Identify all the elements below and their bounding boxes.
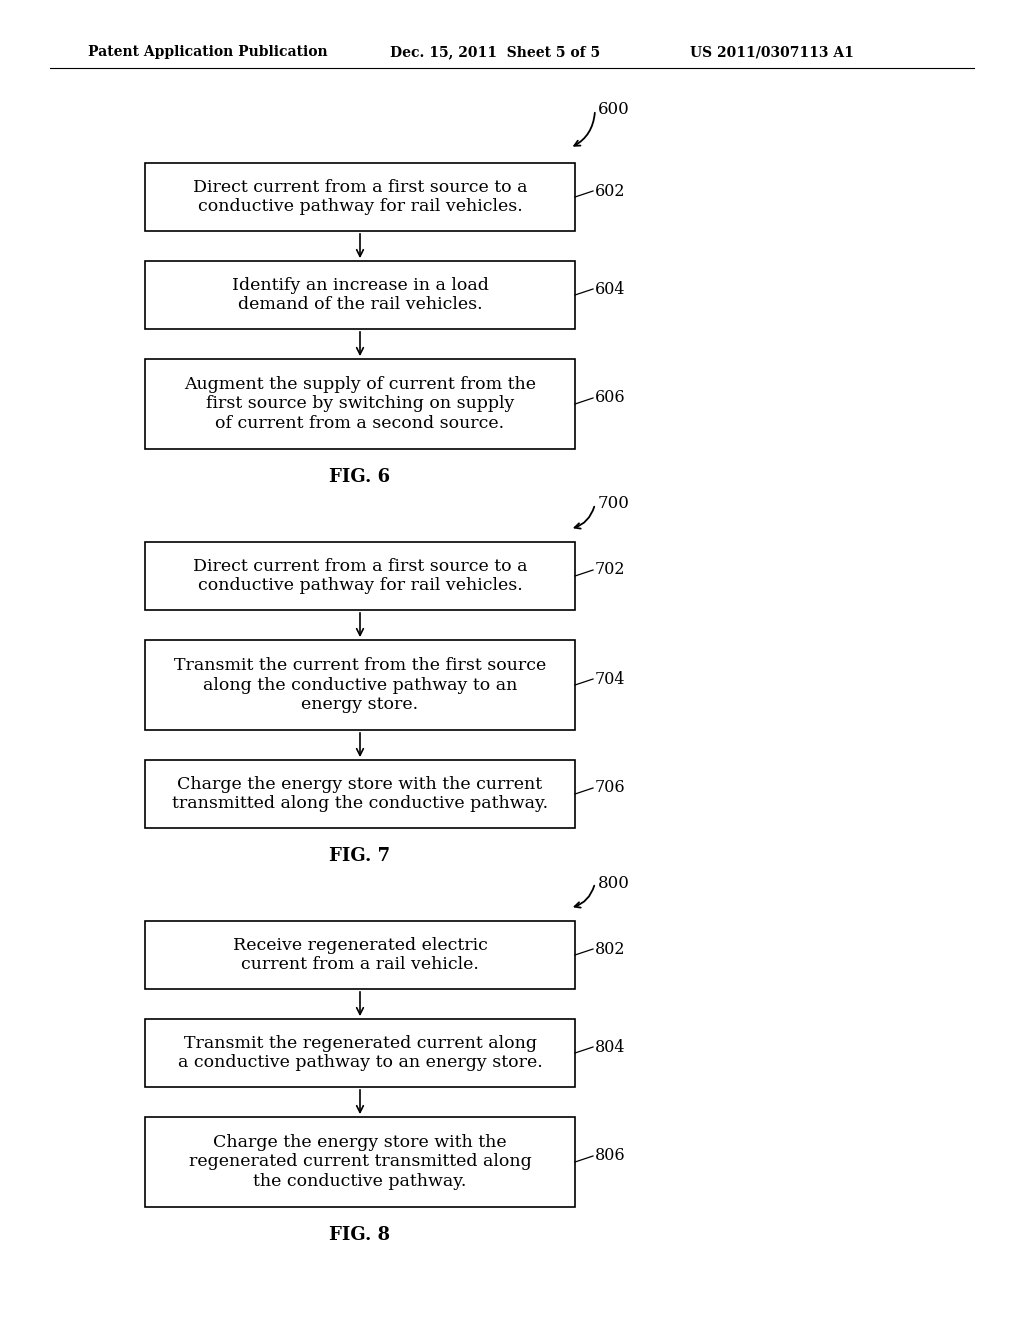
Text: Dec. 15, 2011  Sheet 5 of 5: Dec. 15, 2011 Sheet 5 of 5 [390,45,600,59]
Text: FIG. 6: FIG. 6 [330,469,390,486]
FancyBboxPatch shape [145,261,575,329]
FancyBboxPatch shape [145,1019,575,1086]
Text: FIG. 7: FIG. 7 [330,847,390,865]
FancyBboxPatch shape [145,640,575,730]
Text: 604: 604 [595,281,626,297]
Text: 800: 800 [598,874,630,891]
Text: Transmit the current from the first source
along the conductive pathway to an
en: Transmit the current from the first sour… [174,657,546,713]
Text: 806: 806 [595,1147,626,1164]
FancyBboxPatch shape [145,921,575,989]
FancyBboxPatch shape [145,760,575,828]
Text: Receive regenerated electric
current from a rail vehicle.: Receive regenerated electric current fro… [232,937,487,973]
Text: 704: 704 [595,671,626,688]
FancyBboxPatch shape [145,359,575,449]
Text: Charge the energy store with the current
transmitted along the conductive pathwa: Charge the energy store with the current… [172,776,548,812]
Text: 706: 706 [595,780,626,796]
Text: Direct current from a first source to a
conductive pathway for rail vehicles.: Direct current from a first source to a … [193,178,527,215]
Text: Patent Application Publication: Patent Application Publication [88,45,328,59]
FancyBboxPatch shape [145,162,575,231]
Text: Augment the supply of current from the
first source by switching on supply
of cu: Augment the supply of current from the f… [184,376,536,432]
Text: 602: 602 [595,182,626,199]
Text: FIG. 8: FIG. 8 [330,1226,390,1243]
Text: US 2011/0307113 A1: US 2011/0307113 A1 [690,45,854,59]
FancyBboxPatch shape [145,1117,575,1206]
Text: 700: 700 [598,495,630,512]
FancyBboxPatch shape [145,543,575,610]
Text: Transmit the regenerated current along
a conductive pathway to an energy store.: Transmit the regenerated current along a… [177,1035,543,1072]
Text: Direct current from a first source to a
conductive pathway for rail vehicles.: Direct current from a first source to a … [193,557,527,594]
Text: 804: 804 [595,1039,626,1056]
Text: Identify an increase in a load
demand of the rail vehicles.: Identify an increase in a load demand of… [231,277,488,313]
Text: 702: 702 [595,561,626,578]
Text: 802: 802 [595,940,626,957]
Text: 606: 606 [595,389,626,407]
Text: Charge the energy store with the
regenerated current transmitted along
the condu: Charge the energy store with the regener… [188,1134,531,1191]
Text: 600: 600 [598,102,630,119]
